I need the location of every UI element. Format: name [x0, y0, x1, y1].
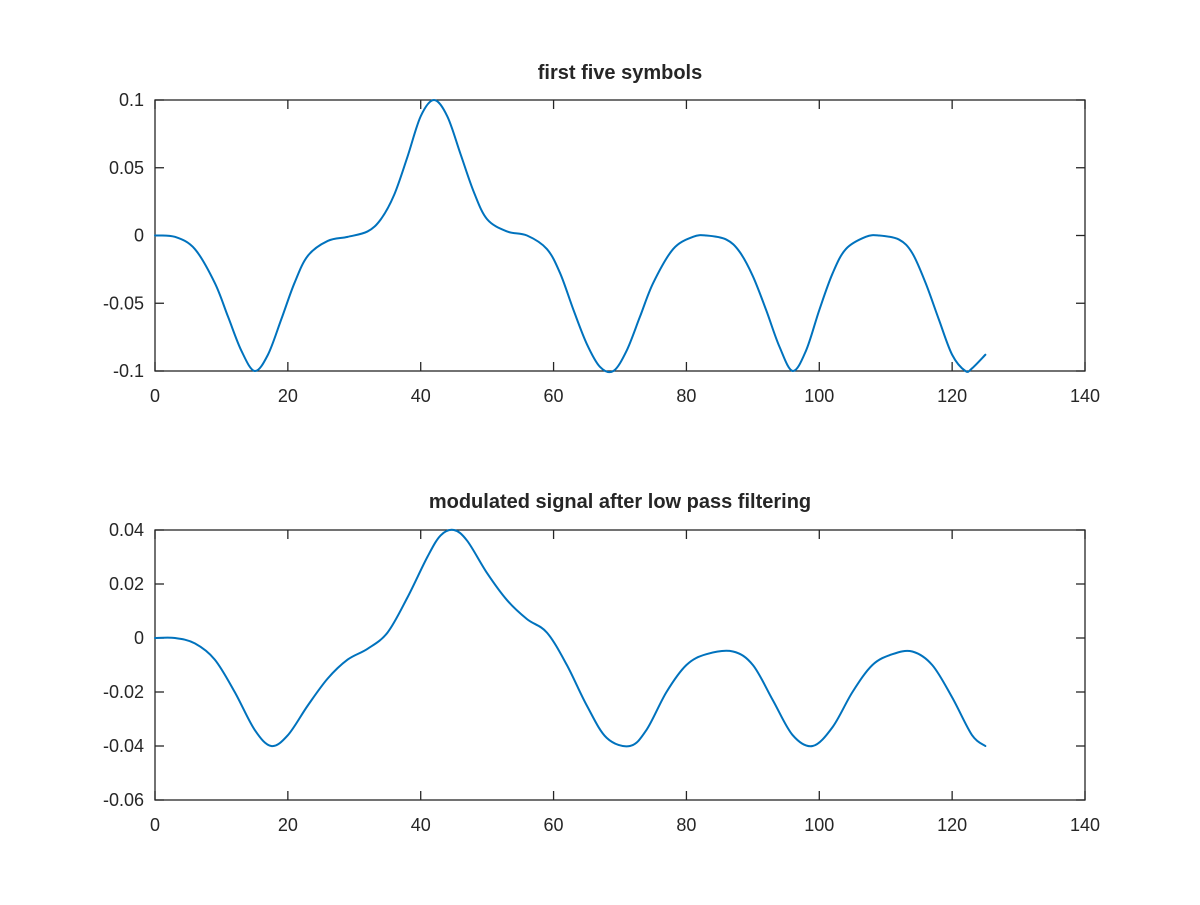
- x-tick-label: 80: [676, 815, 696, 835]
- y-tick-label: 0.05: [109, 158, 144, 178]
- x-tick-label: 40: [411, 386, 431, 406]
- x-tick-label: 60: [544, 386, 564, 406]
- x-tick-label: 120: [937, 815, 967, 835]
- series-line: [154, 99, 987, 374]
- y-tick-label: 0.1: [119, 90, 144, 110]
- plot-modulated-signal: modulated signal after low pass filterin…: [103, 491, 1100, 835]
- x-tick-label: 140: [1070, 815, 1100, 835]
- series-line: [154, 528, 987, 748]
- y-tick-label: -0.05: [103, 293, 144, 313]
- y-tick-label: -0.06: [103, 790, 144, 810]
- x-tick-label: 0: [150, 815, 160, 835]
- x-tick-label: 120: [937, 386, 967, 406]
- x-tick-label: 140: [1070, 386, 1100, 406]
- x-tick-label: 20: [278, 815, 298, 835]
- y-tick-label: 0: [134, 226, 144, 246]
- y-tick-label: -0.04: [103, 736, 144, 756]
- axes-frame: [154, 529, 1086, 801]
- x-tick-label: 40: [411, 815, 431, 835]
- x-tick-label: 100: [804, 815, 834, 835]
- y-tick-label: 0: [134, 628, 144, 648]
- x-tick-label: 0: [150, 386, 160, 406]
- y-tick-label: 0.04: [109, 520, 144, 540]
- y-tick-label: 0.02: [109, 574, 144, 594]
- plot-title: modulated signal after low pass filterin…: [429, 491, 811, 513]
- plot-first-five-symbols: first five symbols 0 20 40 60 80 100 120 140 -0.…: [103, 62, 1100, 406]
- x-tick-label: 80: [676, 386, 696, 406]
- x-tick-label: 20: [278, 386, 298, 406]
- x-tick-label: 60: [544, 815, 564, 835]
- y-tick-label: -0.1: [113, 361, 144, 381]
- x-tick-label: 100: [804, 386, 834, 406]
- plot-title: first five symbols: [538, 62, 703, 84]
- y-tick-label: -0.02: [103, 682, 144, 702]
- axes-frame: [154, 99, 1086, 372]
